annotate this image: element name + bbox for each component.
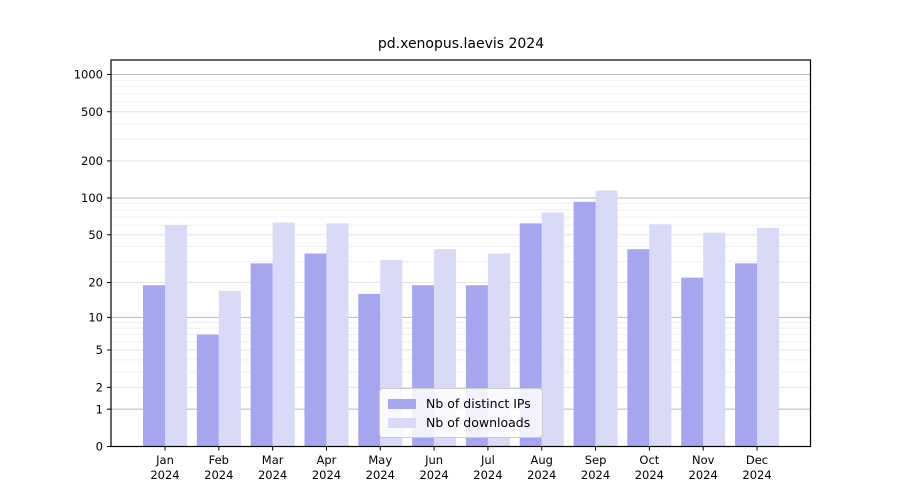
y-tick-label-20: 20 [88,276,103,290]
x-tick-label-aug-2024-month: Aug [531,453,553,467]
x-tick-label-jun-2024-month: Jun [424,453,443,467]
bar-feb-2024-nb-of-downloads [218,290,241,447]
y-tick-label-200: 200 [81,154,103,168]
legend-item-downloads: Nb of downloads [388,414,534,431]
legend-item-distinct-ips: Nb of distinct IPs [388,395,534,412]
bar-nov-2024-nb-of-distinct-ips [681,277,704,447]
x-tick-label-oct-2024-year: 2024 [635,468,664,482]
axes-spines [110,59,812,448]
bar-oct-2024-nb-of-distinct-ips [627,249,650,447]
x-tick-label-sep-2024-year: 2024 [581,468,610,482]
bar-mar-2024-nb-of-downloads [272,222,295,447]
bar-jan-2024-nb-of-distinct-ips [143,285,165,447]
y-tick-label-5: 5 [96,343,103,357]
y-tick-label-100: 100 [81,191,103,205]
x-tick-label-jul-2024-month: Jul [480,453,495,467]
y-tick-label-1: 1 [96,402,103,416]
bar-feb-2024-nb-of-distinct-ips [196,334,219,447]
bar-aug-2024-nb-of-downloads [541,212,564,447]
x-tick-label-mar-2024-year: 2024 [258,468,287,482]
x-tick-label-nov-2024-month: Nov [692,453,715,467]
legend-label-distinct-ips: Nb of distinct IPs [426,396,531,411]
x-tick-label-jan-2024-month: Jan [155,453,174,467]
bar-sep-2024-nb-of-downloads [595,190,618,447]
y-tick-label-2: 2 [96,380,103,394]
x-tick-label-oct-2024-month: Oct [639,453,659,467]
bar-oct-2024-nb-of-downloads [649,224,672,447]
bar-apr-2024-nb-of-distinct-ips [304,253,327,447]
x-tick-label-nov-2024-year: 2024 [689,468,718,482]
bar-jan-2024-nb-of-downloads [165,225,187,447]
x-tick-label-dec-2024-month: Dec [746,453,768,467]
x-tick-label-aug-2024-year: 2024 [527,468,556,482]
bar-dec-2024-nb-of-distinct-ips [735,263,758,447]
x-tick-label-sep-2024-month: Sep [585,453,607,467]
bar-may-2024-nb-of-distinct-ips [358,293,381,447]
legend-swatch-downloads [388,417,416,428]
x-tick-label-may-2024-month: May [368,453,392,467]
bar-mar-2024-nb-of-distinct-ips [250,263,273,447]
bar-sep-2024-nb-of-distinct-ips [573,201,596,447]
y-tick-label-50: 50 [88,228,103,242]
y-tick-label-10: 10 [88,311,103,325]
x-tick-label-may-2024-year: 2024 [366,468,395,482]
y-tick-label-500: 500 [81,105,103,119]
x-tick-label-feb-2024-year: 2024 [204,468,233,482]
legend-label-downloads: Nb of downloads [426,415,531,430]
x-tick-label-jun-2024-year: 2024 [419,468,448,482]
bar-apr-2024-nb-of-downloads [326,223,349,447]
bar-dec-2024-nb-of-downloads [757,227,780,447]
y-tick-label-0: 0 [96,440,103,454]
x-tick-label-jul-2024-year: 2024 [473,468,502,482]
legend: Nb of distinct IPs Nb of downloads [379,388,543,438]
y-tick-label-1000: 1000 [74,68,103,82]
x-tick-label-mar-2024-month: Mar [262,453,284,467]
legend-swatch-distinct-ips [388,398,416,409]
x-tick-label-jan-2024-year: 2024 [150,468,179,482]
chart-title: pd.xenopus.laevis 2024 [377,36,545,52]
x-tick-label-apr-2024-month: Apr [317,453,337,467]
x-tick-label-dec-2024-year: 2024 [742,468,771,482]
bar-nov-2024-nb-of-downloads [703,232,726,447]
x-tick-label-apr-2024-year: 2024 [312,468,341,482]
x-tick-label-feb-2024-month: Feb [209,453,229,467]
